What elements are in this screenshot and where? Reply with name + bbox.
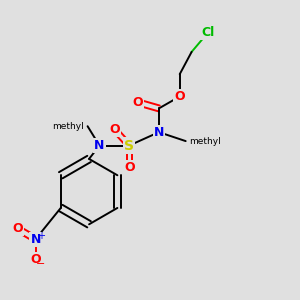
Text: N: N xyxy=(154,126,164,139)
Text: O: O xyxy=(12,222,23,235)
Text: methyl: methyl xyxy=(189,136,221,146)
Text: O: O xyxy=(30,254,41,266)
Text: S: S xyxy=(124,139,134,152)
Text: O: O xyxy=(124,161,134,174)
Text: N: N xyxy=(30,233,41,246)
Text: +: + xyxy=(37,231,45,241)
Text: O: O xyxy=(109,123,120,136)
Text: O: O xyxy=(133,96,143,109)
Text: −: − xyxy=(36,259,46,269)
Text: N: N xyxy=(94,139,105,152)
Text: methyl: methyl xyxy=(52,122,84,131)
Text: O: O xyxy=(174,90,185,103)
Text: Cl: Cl xyxy=(201,26,214,39)
